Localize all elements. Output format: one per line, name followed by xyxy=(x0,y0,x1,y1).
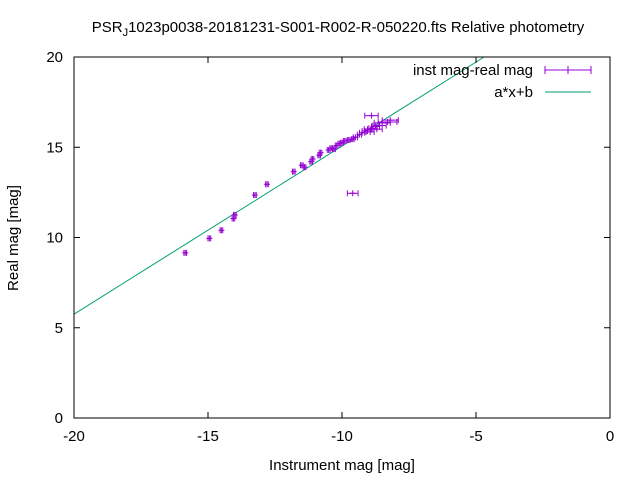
data-point xyxy=(345,137,352,144)
x-tick-label: -10 xyxy=(331,428,353,445)
data-point xyxy=(346,190,359,197)
data-point xyxy=(372,122,387,129)
legend-label-series-1: inst mag-real mag xyxy=(413,62,533,79)
y-tick-label: 5 xyxy=(55,320,63,337)
data-point xyxy=(309,155,316,162)
data-point xyxy=(290,168,297,175)
chart-title-subscript: J xyxy=(123,27,129,39)
data-point xyxy=(206,235,213,242)
data-point xyxy=(365,128,375,135)
legend-label-series-2: a*x+b xyxy=(494,84,533,101)
data-point xyxy=(341,137,348,144)
data-point xyxy=(231,211,238,218)
y-tick-label: 10 xyxy=(46,230,63,247)
data-point xyxy=(377,118,398,125)
fit-line xyxy=(73,56,485,315)
chart-title: PSRJ1023p0038-20181231-S001-R002-R-05022… xyxy=(92,19,585,39)
data-point xyxy=(363,126,372,133)
x-axis-label: Instrument mag [mag] xyxy=(269,457,415,474)
data-point xyxy=(381,117,399,124)
legend: inst mag-real mag a*x+b xyxy=(413,62,592,101)
legend-key-series-1 xyxy=(544,66,592,74)
y-axis-label: Real mag [mag] xyxy=(5,185,22,291)
y-tick-label: 0 xyxy=(55,410,63,427)
x-tick-label: -20 xyxy=(63,428,85,445)
data-point xyxy=(370,126,383,133)
data-point xyxy=(182,249,189,256)
plot-area xyxy=(73,56,485,315)
data-point xyxy=(218,227,225,234)
y-tick-label: 15 xyxy=(46,139,63,156)
plot-frame xyxy=(73,56,611,419)
x-tick-label: -5 xyxy=(469,428,482,445)
x-tick-label: -15 xyxy=(197,428,219,445)
data-point xyxy=(317,149,324,156)
data-point xyxy=(251,192,258,199)
chart-title-prefix: PSR xyxy=(92,19,123,36)
data-point xyxy=(263,181,270,188)
data-point xyxy=(364,112,379,119)
data-point xyxy=(301,164,308,171)
chart-title-suffix: 1023p0038-20181231-S001-R002-R-050220.ft… xyxy=(128,19,585,36)
y-tick-label: 20 xyxy=(46,49,63,66)
axis-ticks: -20 -15 -10 -5 0 0 5 10 15 20 xyxy=(46,49,614,445)
data-point xyxy=(330,146,337,153)
x-tick-label: 0 xyxy=(606,428,614,445)
